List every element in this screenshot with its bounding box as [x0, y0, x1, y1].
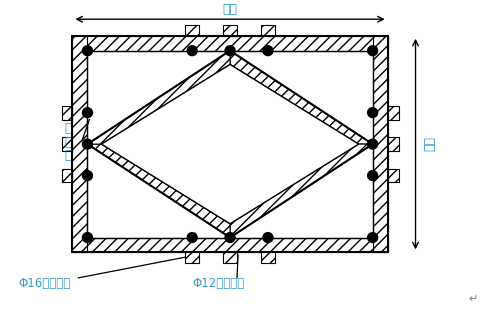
- Circle shape: [368, 108, 378, 118]
- Polygon shape: [73, 36, 87, 252]
- Polygon shape: [387, 137, 399, 151]
- Text: 柱宽: 柱宽: [421, 137, 435, 151]
- Circle shape: [82, 233, 92, 243]
- Circle shape: [82, 171, 92, 180]
- Polygon shape: [61, 137, 73, 151]
- Polygon shape: [87, 51, 230, 144]
- Polygon shape: [87, 144, 230, 238]
- Circle shape: [82, 46, 92, 56]
- Circle shape: [263, 46, 273, 56]
- Text: Φ16鑉筋制作: Φ16鑉筋制作: [19, 277, 71, 290]
- Circle shape: [368, 233, 378, 243]
- Polygon shape: [261, 25, 275, 36]
- Polygon shape: [61, 169, 73, 183]
- Circle shape: [187, 233, 197, 243]
- Polygon shape: [61, 106, 73, 119]
- Circle shape: [82, 108, 92, 118]
- Polygon shape: [387, 106, 399, 119]
- Polygon shape: [387, 169, 399, 183]
- Polygon shape: [73, 36, 387, 51]
- Circle shape: [263, 233, 273, 243]
- Polygon shape: [230, 144, 373, 238]
- Polygon shape: [185, 252, 199, 263]
- Text: 钉: 钉: [65, 136, 72, 149]
- Circle shape: [368, 139, 378, 149]
- Circle shape: [187, 46, 197, 56]
- Text: 筋: 筋: [65, 149, 72, 162]
- Circle shape: [368, 46, 378, 56]
- Polygon shape: [223, 252, 237, 263]
- Text: ↵: ↵: [468, 295, 477, 304]
- Circle shape: [225, 46, 235, 56]
- Circle shape: [368, 171, 378, 180]
- Polygon shape: [185, 25, 199, 36]
- Polygon shape: [230, 51, 373, 144]
- Circle shape: [82, 139, 92, 149]
- Polygon shape: [102, 64, 359, 224]
- Polygon shape: [223, 25, 237, 36]
- Circle shape: [225, 233, 235, 243]
- Text: 柱: 柱: [65, 122, 72, 135]
- Text: 柱宽: 柱宽: [222, 3, 238, 16]
- Text: Φ12鑉筋制作: Φ12鑉筋制作: [192, 277, 245, 290]
- Polygon shape: [261, 252, 275, 263]
- Polygon shape: [73, 238, 387, 252]
- Polygon shape: [373, 36, 387, 252]
